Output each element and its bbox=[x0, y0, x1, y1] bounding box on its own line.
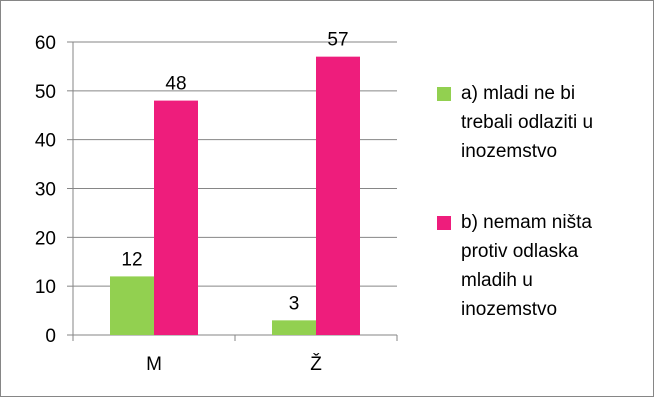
y-tick-label-50: 50 bbox=[35, 82, 56, 103]
legend-label-series-a-line-2: trebali odlaziti u bbox=[461, 112, 594, 133]
bar-series-0-cat-0 bbox=[110, 276, 154, 335]
y-tick-label-40: 40 bbox=[35, 131, 56, 152]
y-tick-label-10: 10 bbox=[35, 277, 56, 298]
bar-series-1-cat-1 bbox=[316, 56, 360, 336]
data-label-series-1-cat-1: 57 bbox=[327, 30, 348, 51]
x-category-label-0: M bbox=[146, 354, 162, 375]
data-label-series-0-cat-0: 12 bbox=[121, 249, 142, 270]
y-tick-label-30: 30 bbox=[35, 180, 56, 201]
legend-item-series-a: a) mladi ne bi trebali odlaziti u inozem… bbox=[437, 79, 647, 166]
y-tick-label-20: 20 bbox=[35, 228, 56, 249]
y-tick-label-0: 0 bbox=[45, 326, 56, 347]
legend-label-series-b-line-3: mladih u bbox=[461, 270, 533, 291]
y-tick-label-60: 60 bbox=[35, 33, 56, 54]
legend-swatch-series-a bbox=[437, 87, 451, 101]
bar-series-0-cat-1 bbox=[272, 320, 316, 335]
legend-label-series-b-line-2: protiv odlaska bbox=[461, 241, 579, 262]
legend-label-series-a-line-3: inozemstvo bbox=[461, 141, 558, 162]
legend-label-series-b-line-1: b) nemam ništa bbox=[461, 212, 592, 233]
legend-label-series-b-line-4: inozemstvo bbox=[461, 299, 558, 320]
legend-swatch-series-b bbox=[437, 216, 451, 230]
data-label-series-1-cat-0: 48 bbox=[165, 74, 186, 95]
x-category-label-1: Ž bbox=[310, 353, 322, 375]
bar-series-1-cat-0 bbox=[154, 100, 198, 335]
chart-legend: a) mladi ne bi trebali odlaziti u inozem… bbox=[437, 79, 647, 324]
data-label-series-0-cat-1: 3 bbox=[289, 293, 300, 314]
legend-item-series-b: b) nemam ništa protiv odlaska mladih u i… bbox=[437, 208, 647, 324]
legend-label-series-a-line-1: a) mladi ne bi bbox=[461, 83, 576, 104]
